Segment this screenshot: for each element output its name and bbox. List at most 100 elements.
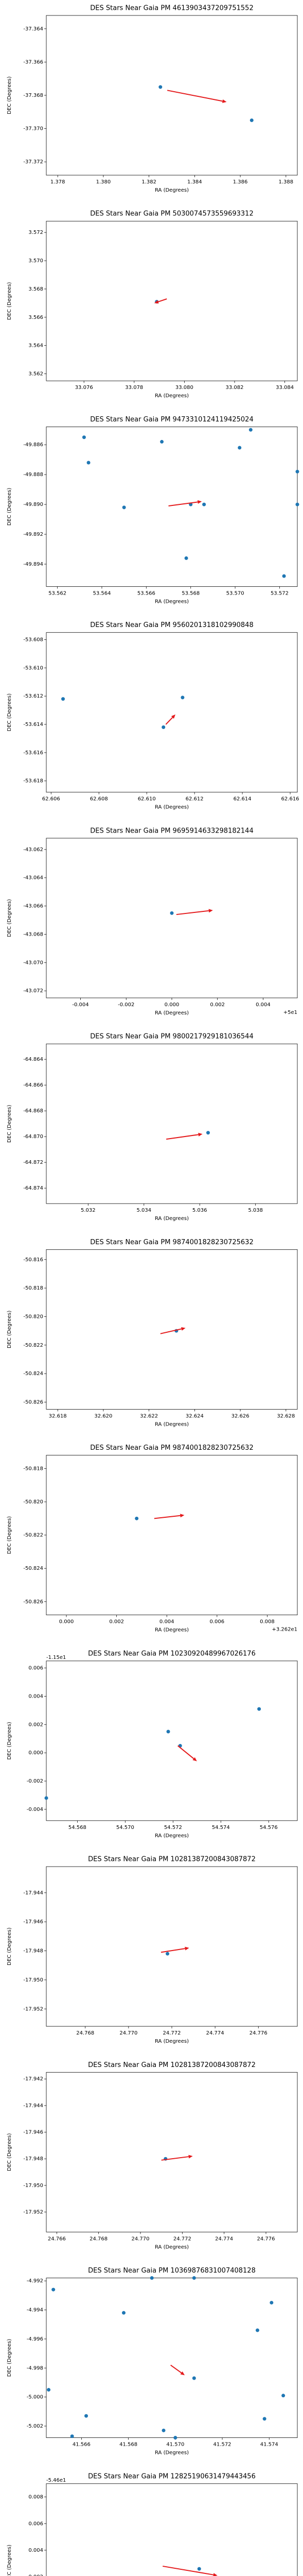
pm-arrow-head bbox=[208, 909, 213, 913]
x-tick-label: 24.774 bbox=[215, 2236, 233, 2242]
star-point bbox=[173, 2436, 177, 2440]
y-tick-label: -64.864 bbox=[23, 1057, 43, 1062]
y-tick-label: -53.614 bbox=[23, 722, 43, 727]
pm-arrow-head bbox=[188, 2155, 193, 2159]
y-tick-label: -49.890 bbox=[23, 502, 43, 507]
y-tick-label: -53.618 bbox=[23, 778, 43, 784]
pm-arrow-head bbox=[180, 1514, 185, 1518]
x-tick-label: 32.618 bbox=[49, 1413, 67, 1419]
y-tick-label: -4.996 bbox=[27, 2336, 43, 2342]
y-tick-label: -17.944 bbox=[23, 1890, 43, 1896]
y-tick-label: -17.946 bbox=[23, 1919, 43, 1925]
x-axis-label: RA (Degrees) bbox=[155, 2450, 189, 2456]
pm-arrow-head bbox=[192, 1757, 197, 1761]
star-point bbox=[122, 2311, 126, 2315]
x-tick-label: 1.380 bbox=[96, 179, 111, 185]
star-point bbox=[181, 696, 185, 700]
star-point bbox=[82, 435, 86, 439]
y-tick-label: -64.868 bbox=[23, 1108, 43, 1114]
star-point bbox=[295, 469, 299, 473]
x-tick-label: 54.574 bbox=[212, 1825, 230, 1831]
y-tick-label: 0.004 bbox=[28, 2548, 43, 2553]
chart-title: DES Stars Near Gaia PM 98740018282307256… bbox=[90, 1239, 253, 1246]
star-point bbox=[135, 1516, 139, 1520]
axes-frame bbox=[46, 838, 298, 998]
star-point bbox=[192, 2376, 196, 2380]
x-tick-label: 1.386 bbox=[233, 179, 248, 185]
y-tick-label: -43.062 bbox=[23, 847, 43, 853]
x-axis-label: RA (Degrees) bbox=[155, 188, 189, 193]
star-point bbox=[166, 1730, 170, 1734]
x-tick-label: 5.036 bbox=[192, 1208, 207, 1213]
pm-arrow-head bbox=[197, 500, 202, 504]
x-axis-label: RA (Degrees) bbox=[155, 1833, 189, 1839]
pm-arrow bbox=[176, 910, 209, 916]
y-tick-label: -17.950 bbox=[23, 2183, 43, 2189]
y-axis-label: DEC (Degrees) bbox=[7, 2545, 12, 2576]
chart-title: DES Stars Near Gaia PM 10230920489967026… bbox=[88, 1650, 256, 1657]
pm-arrow bbox=[170, 2364, 182, 2374]
x-axis-label: RA (Degrees) bbox=[155, 2039, 189, 2044]
pm-arrow bbox=[166, 1134, 199, 1140]
y-tick-label: -50.818 bbox=[23, 1285, 43, 1291]
star-point bbox=[184, 556, 188, 560]
x-tick-label: 62.610 bbox=[138, 796, 156, 802]
y-tick-label: -50.818 bbox=[23, 1466, 43, 1471]
star-point bbox=[84, 2414, 88, 2418]
y-tick-label: -43.066 bbox=[23, 904, 43, 909]
star-point bbox=[295, 502, 299, 506]
x-tick-label: 53.568 bbox=[182, 590, 200, 596]
x-tick-label: 62.608 bbox=[90, 796, 108, 802]
star-point bbox=[44, 1796, 48, 1800]
x-tick-label: 0.000 bbox=[165, 1002, 180, 1008]
y-tick-label: -50.822 bbox=[23, 1533, 43, 1538]
y-tick-label: -50.824 bbox=[23, 1566, 43, 1571]
y-axis-label: DEC (Degrees) bbox=[7, 1516, 12, 1554]
y-offset-label: -1.15e1 bbox=[46, 1655, 66, 1660]
y-tick-label: -17.946 bbox=[23, 2130, 43, 2136]
pm-arrow bbox=[161, 2156, 189, 2161]
x-tick-label: 1.382 bbox=[141, 179, 156, 185]
y-axis-label: DEC (Degrees) bbox=[7, 1310, 12, 1348]
star-point bbox=[170, 911, 174, 915]
pm-arrow bbox=[160, 1328, 182, 1334]
y-axis-label: DEC (Degrees) bbox=[7, 488, 12, 526]
star-point bbox=[192, 2276, 196, 2280]
y-tick-label: -50.820 bbox=[23, 1499, 43, 1505]
x-tick-label: 24.776 bbox=[257, 2236, 275, 2242]
x-axis-label: RA (Degrees) bbox=[155, 393, 189, 399]
y-tick-label: -64.870 bbox=[23, 1134, 43, 1140]
pm-arrow bbox=[163, 2565, 214, 2575]
star-point bbox=[257, 1707, 261, 1711]
chart-title: DES Stars Near Gaia PM 98740018282307256… bbox=[90, 1444, 253, 1452]
x-tick-label: 62.616 bbox=[281, 796, 299, 802]
x-tick-label: 24.772 bbox=[173, 2236, 191, 2242]
y-tick-label: -17.952 bbox=[23, 2210, 43, 2215]
pm-arrow bbox=[165, 717, 173, 725]
axes-frame bbox=[46, 1455, 298, 1616]
pm-arrow bbox=[158, 298, 167, 302]
y-tick-label: -49.894 bbox=[23, 562, 43, 567]
y-tick-label: -4.994 bbox=[27, 2308, 43, 2313]
y-tick-label: 0.006 bbox=[28, 1666, 43, 1671]
x-tick-label: 33.082 bbox=[226, 385, 244, 391]
axes-frame bbox=[46, 1660, 298, 1821]
axes-frame bbox=[46, 15, 298, 176]
x-tick-label: 24.770 bbox=[119, 2030, 137, 2036]
y-tick-label: 0.008 bbox=[28, 2495, 43, 2500]
chart-title: DES Stars Near Gaia PM 95602013181029908… bbox=[90, 621, 253, 629]
x-tick-label: 0.006 bbox=[210, 1619, 225, 1625]
y-tick-label: -37.364 bbox=[23, 26, 43, 32]
y-tick-label: -50.820 bbox=[23, 1314, 43, 1319]
y-tick-label: -50.824 bbox=[23, 1371, 43, 1377]
chart-title: DES Stars Near Gaia PM 10281387200843087… bbox=[88, 1856, 256, 1863]
x-tick-label: 1.378 bbox=[50, 179, 65, 185]
y-tick-label: 0.000 bbox=[28, 1750, 43, 1756]
y-tick-label: -0.004 bbox=[27, 1807, 43, 1812]
x-tick-label: 62.614 bbox=[234, 796, 252, 802]
y-axis-label: DEC (Degrees) bbox=[7, 2339, 12, 2377]
y-axis-label: DEC (Degrees) bbox=[7, 1105, 12, 1143]
axes-frame bbox=[46, 2072, 298, 2232]
pm-arrow bbox=[168, 501, 198, 507]
